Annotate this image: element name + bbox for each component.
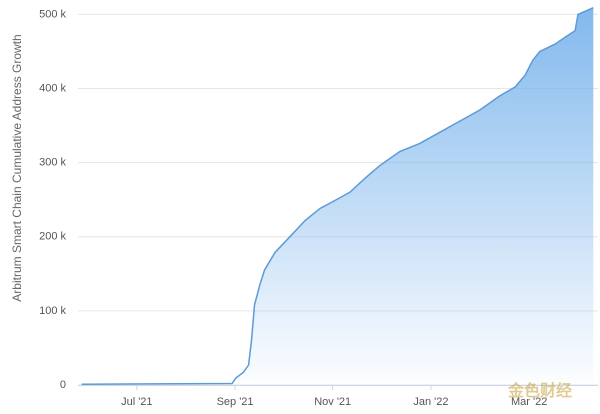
area-line — [81, 7, 594, 386]
y-tick-label: 100 k — [39, 305, 66, 317]
area-fill — [81, 7, 594, 385]
x-tick-label: Jul '21 — [121, 396, 152, 408]
y-tick-label: 0 — [60, 379, 66, 391]
x-tick-label: Nov '21 — [314, 396, 351, 408]
watermark: 金色财经 — [507, 381, 572, 400]
y-axis-title: Arbitrum Smart Chain Cumulative Address … — [10, 34, 24, 301]
y-tick-label: 400 k — [39, 82, 66, 94]
x-tick-label: Sep '21 — [217, 396, 254, 408]
x-tick-label: Jan '22 — [413, 396, 448, 408]
y-tick-label: 500 k — [39, 8, 66, 20]
y-tick-label: 300 k — [39, 157, 66, 169]
x-tick-label: Mar '22 — [511, 396, 547, 408]
y-tick-label: 200 k — [39, 231, 66, 243]
